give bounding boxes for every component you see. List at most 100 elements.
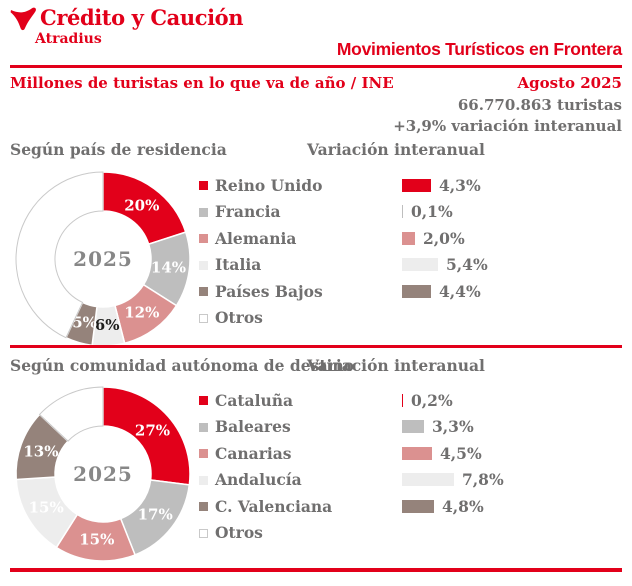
- legend-item: Alemania: [199, 225, 389, 252]
- legend-label: C. Valenciana: [215, 496, 333, 516]
- legend-label: Andalucía: [215, 470, 302, 490]
- legend-label: Reino Unido: [215, 175, 323, 195]
- variation-bars-destination: 0,2% 3,3% 4,5% 7,8% 4,8%: [402, 387, 622, 520]
- variation-bar-row: 0,2%: [402, 387, 622, 414]
- variation-value-label: 7,8%: [462, 470, 504, 490]
- legend-label: Cataluña: [215, 390, 294, 410]
- legend-item: Andalucía: [199, 467, 389, 494]
- variation-bar-row: 5,4%: [402, 252, 622, 279]
- legend-label: Francia: [215, 202, 281, 222]
- yoy-variation: +3,9% variación interanual: [393, 117, 622, 135]
- legend-swatch: [199, 207, 208, 217]
- variation-bar: [402, 205, 403, 219]
- variation-value-label: 0,1%: [411, 202, 453, 222]
- legend-item: Países Bajos: [199, 278, 389, 305]
- variation-bar-row: 4,4%: [402, 278, 622, 305]
- variation-bar: [402, 446, 432, 460]
- slice-value-label: 27%: [135, 421, 170, 439]
- slice-value-label: 20%: [124, 197, 159, 215]
- legend-label: Otros: [215, 523, 263, 543]
- bars-title-residence: Variación interanual: [307, 140, 485, 159]
- legend-label: Italia: [215, 255, 262, 275]
- variation-bar: [402, 178, 431, 192]
- variation-bar: [402, 393, 403, 407]
- variation-bar: [402, 284, 431, 298]
- header-divider: [10, 65, 622, 68]
- variation-bar-row: 3,3%: [402, 414, 622, 441]
- logo-wordmark: Crédito y Caución: [40, 5, 244, 30]
- donut-center-year: 2025: [73, 247, 133, 271]
- variation-bars-residence: 4,3% 0,1% 2,0% 5,4% 4,4%: [402, 172, 622, 305]
- legend-swatch: [199, 502, 208, 512]
- slice-value-label: 5%: [72, 313, 97, 331]
- variation-bar: [402, 258, 438, 272]
- donut-slice-otros: [15, 171, 104, 339]
- credito-caucion-logo-icon: [10, 7, 36, 31]
- slice-value-label: 15%: [29, 499, 64, 517]
- variation-bar-row: 4,8%: [402, 493, 622, 520]
- legend-label: Baleares: [215, 417, 291, 437]
- legend-destination: Cataluña Baleares Canarias Andalucía C. Vale…: [199, 387, 389, 546]
- legend-swatch: [199, 449, 208, 459]
- variation-value-label: 3,3%: [432, 417, 474, 437]
- legend-item: C. Valenciana: [199, 493, 389, 520]
- variation-value-label: 4,4%: [439, 281, 481, 301]
- section-title-destination: Según comunidad autónoma de destino: [10, 356, 354, 375]
- legend-item: Otros: [199, 520, 389, 547]
- legend-item: Francia: [199, 199, 389, 226]
- legend-label: Otros: [215, 308, 263, 328]
- bars-title-destination: Variación interanual: [307, 356, 485, 375]
- legend-swatch: [199, 313, 208, 323]
- variation-value-label: 5,4%: [446, 255, 488, 275]
- legend-residence: Reino Unido Francia Alemania Italia Países B…: [199, 172, 389, 331]
- legend-label: Canarias: [215, 443, 292, 463]
- variation-value-label: 0,2%: [411, 390, 453, 410]
- slice-value-label: 14%: [151, 258, 186, 276]
- section-divider: [10, 345, 622, 348]
- legend-item: Otros: [199, 305, 389, 332]
- legend-swatch: [199, 475, 208, 485]
- report-period: Agosto 2025: [517, 74, 622, 92]
- legend-swatch: [199, 181, 208, 191]
- page-title: Movimientos Turísticos en Frontera: [336, 39, 622, 59]
- slice-value-label: 17%: [138, 505, 173, 523]
- legend-label: Alemania: [215, 228, 297, 248]
- donut-slice-otros: [38, 386, 104, 442]
- variation-value-label: 4,8%: [442, 496, 484, 516]
- legend-swatch: [199, 260, 208, 270]
- variation-value-label: 4,5%: [440, 443, 482, 463]
- variation-bar: [402, 473, 454, 487]
- legend-swatch: [199, 287, 208, 297]
- variation-bar-row: 4,3%: [402, 172, 622, 199]
- variation-value-label: 2,0%: [423, 228, 465, 248]
- variation-bar: [402, 231, 415, 245]
- slice-value-label: 13%: [23, 443, 58, 461]
- variation-bar: [402, 499, 434, 513]
- footer-divider: [10, 568, 622, 572]
- variation-value-label: 4,3%: [439, 175, 481, 195]
- variation-bar-row: 7,8%: [402, 467, 622, 494]
- donut-chart-residence: 20% 14% 12% 6% 5% 2025: [14, 170, 192, 348]
- legend-swatch: [199, 234, 208, 244]
- slice-value-label: 6%: [95, 316, 120, 334]
- legend-label: Países Bajos: [215, 281, 323, 301]
- variation-bar: [402, 420, 424, 434]
- slice-value-label: 12%: [124, 303, 159, 321]
- legend-item: Baleares: [199, 414, 389, 441]
- slice-value-label: 15%: [79, 531, 114, 549]
- legend-item: Italia: [199, 252, 389, 279]
- total-tourists: 66.770.863 turistas: [457, 96, 622, 114]
- donut-chart-destination: 27% 17% 15% 15% 13% 2025: [14, 385, 192, 563]
- legend-swatch: [199, 396, 208, 406]
- legend-swatch: [199, 422, 208, 432]
- legend-item: Reino Unido: [199, 172, 389, 199]
- legend-item: Cataluña: [199, 387, 389, 414]
- section-title-residence: Según país de residencia: [10, 140, 227, 159]
- logo-subtitle: Atradius: [35, 31, 102, 47]
- legend-swatch: [199, 528, 208, 538]
- donut-center-year: 2025: [73, 462, 133, 486]
- legend-item: Canarias: [199, 440, 389, 467]
- metric-description: Millones de turistas en lo que va de año…: [10, 74, 394, 92]
- variation-bar-row: 2,0%: [402, 225, 622, 252]
